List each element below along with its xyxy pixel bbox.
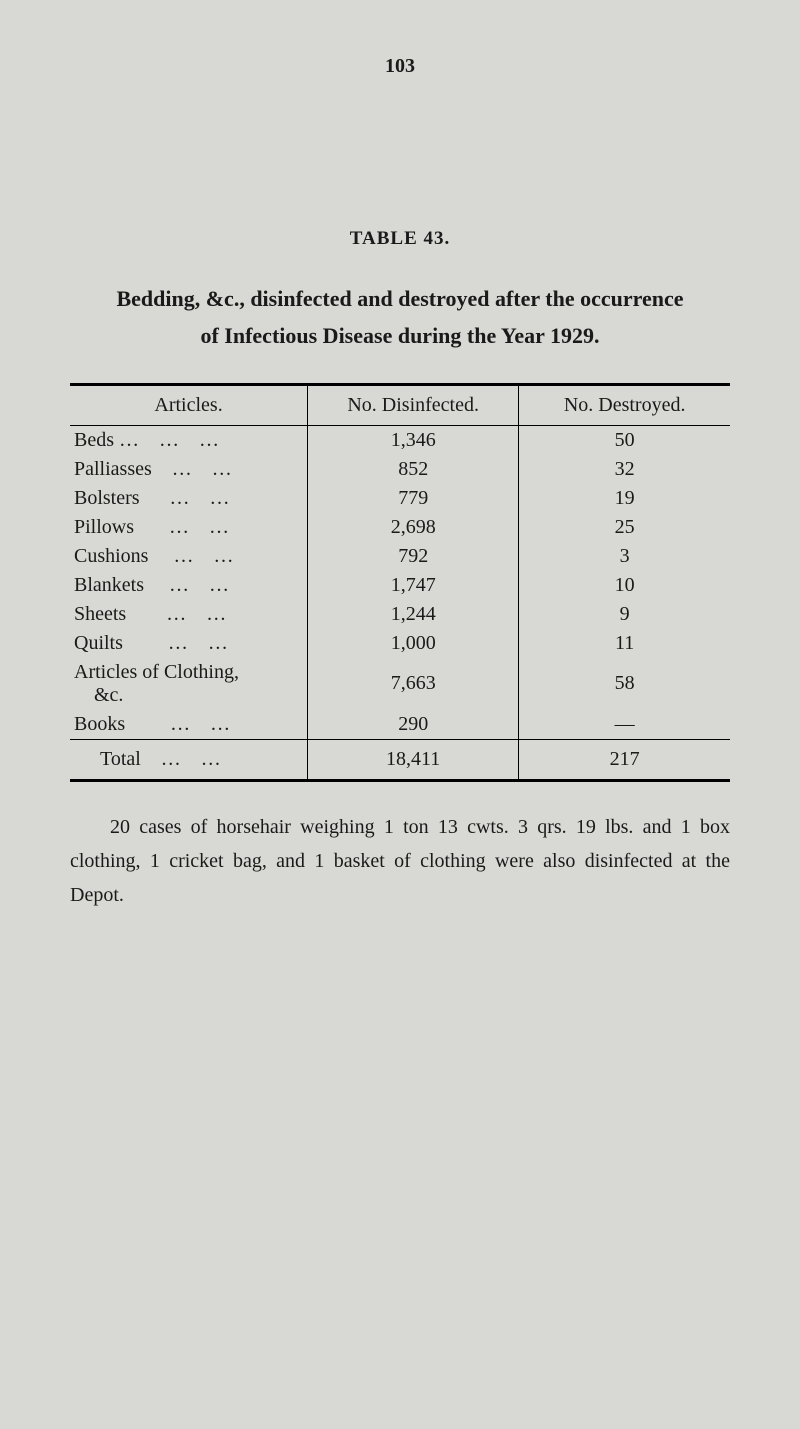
col-header-destroyed: No. Destroyed. [519, 384, 730, 425]
cell-destroyed: 32 [519, 455, 730, 484]
data-table: Articles. No. Disinfected. No. Destroyed… [70, 383, 730, 782]
cell-article: Articles of Clothing, &c. [70, 658, 308, 710]
table-row: Books … … 290 — [70, 710, 730, 740]
cell-destroyed: 19 [519, 484, 730, 513]
table-row: Beds … … … 1,346 50 [70, 425, 730, 455]
cell-disinfected: 852 [308, 455, 519, 484]
cell-total-destroyed: 217 [519, 739, 730, 780]
table-total-row: Total … … 18,411 217 [70, 739, 730, 780]
table-row: Bolsters … … 779 19 [70, 484, 730, 513]
cell-article: Books … … [70, 710, 308, 740]
heading-line-2: of Infectious Disease during the Year 19… [200, 323, 599, 348]
col-header-disinfected: No. Disinfected. [308, 384, 519, 425]
table-body: Beds … … … 1,346 50 Palliasses … … 852 3… [70, 425, 730, 780]
cell-disinfected: 1,346 [308, 425, 519, 455]
page-heading: Bedding, &c., disinfected and destroyed … [80, 280, 720, 355]
cell-article: Beds … … … [70, 425, 308, 455]
col-header-articles: Articles. [70, 384, 308, 425]
table-header-row: Articles. No. Disinfected. No. Destroyed… [70, 384, 730, 425]
cell-disinfected: 779 [308, 484, 519, 513]
cell-disinfected: 1,244 [308, 600, 519, 629]
cell-disinfected: 2,698 [308, 513, 519, 542]
cell-destroyed: 9 [519, 600, 730, 629]
cell-total-label: Total … … [70, 739, 308, 780]
table-row: Cushions … … 792 3 [70, 542, 730, 571]
cell-disinfected: 7,663 [308, 658, 519, 710]
cell-destroyed: 50 [519, 425, 730, 455]
table-row: Blankets … … 1,747 10 [70, 571, 730, 600]
document-page: 103 TABLE 43. Bedding, &c., disinfected … [0, 0, 800, 912]
cell-destroyed: 10 [519, 571, 730, 600]
table-row: Palliasses … … 852 32 [70, 455, 730, 484]
table-row: Sheets … … 1,244 9 [70, 600, 730, 629]
table-row: Quilts … … 1,000 11 [70, 629, 730, 658]
cell-article: Palliasses … … [70, 455, 308, 484]
cell-destroyed: 25 [519, 513, 730, 542]
cell-article: Blankets … … [70, 571, 308, 600]
cell-total-disinfected: 18,411 [308, 739, 519, 780]
page-number: 103 [70, 55, 730, 78]
cell-article: Pillows … … [70, 513, 308, 542]
footnote-paragraph: 20 cases of horsehair weighing 1 ton 13 … [70, 810, 730, 912]
cell-disinfected: 290 [308, 710, 519, 740]
cell-article: Quilts … … [70, 629, 308, 658]
cell-article: Sheets … … [70, 600, 308, 629]
table-label: TABLE 43. [70, 228, 730, 250]
cell-destroyed: 3 [519, 542, 730, 571]
cell-destroyed: 58 [519, 658, 730, 710]
cell-disinfected: 792 [308, 542, 519, 571]
cell-destroyed: 11 [519, 629, 730, 658]
cell-disinfected: 1,000 [308, 629, 519, 658]
table-row: Articles of Clothing, &c. 7,663 58 [70, 658, 730, 710]
cell-disinfected: 1,747 [308, 571, 519, 600]
cell-article: Bolsters … … [70, 484, 308, 513]
cell-destroyed: — [519, 710, 730, 740]
heading-line-1: Bedding, &c., disinfected and destroyed … [116, 286, 683, 311]
table-row: Pillows … … 2,698 25 [70, 513, 730, 542]
cell-article: Cushions … … [70, 542, 308, 571]
